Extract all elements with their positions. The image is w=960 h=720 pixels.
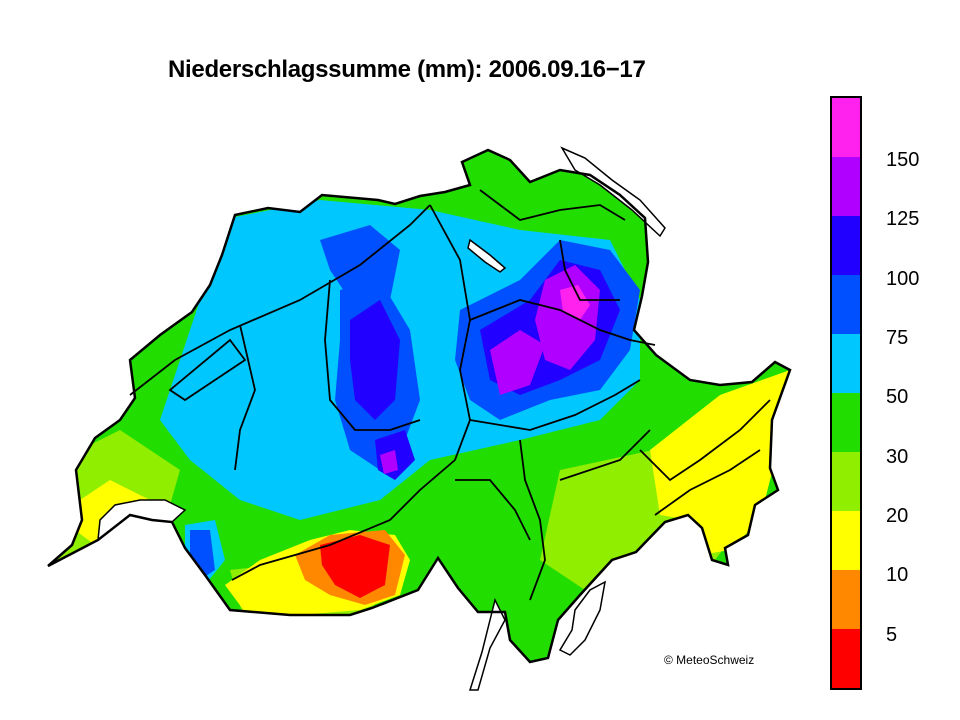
legend-label: 125: [886, 208, 920, 230]
legend-swatch: [832, 216, 860, 275]
legend-swatch: [832, 452, 860, 511]
lake-lugano: [558, 580, 607, 656]
map-title: Niederschlagssumme (mm): 2006.09.16−17: [168, 56, 646, 83]
legend-swatch: [832, 570, 860, 629]
legend-label: 150: [886, 149, 920, 171]
color-legend: [830, 96, 862, 690]
legend-swatch: [832, 393, 860, 452]
legend-label: 5: [886, 624, 898, 646]
lake-maggiore: [468, 597, 506, 691]
legend-label: 30: [886, 446, 909, 468]
lake-zurich: [467, 238, 507, 273]
legend-swatch: [832, 511, 860, 570]
copyright-credit: © MeteoSchweiz: [664, 653, 755, 667]
region-boundaries: [129, 189, 771, 601]
legend-label: 75: [886, 327, 909, 349]
legend-swatch: [832, 157, 860, 216]
legend-label: 10: [886, 564, 909, 586]
legend-label: 100: [886, 268, 920, 290]
legend-swatch: [832, 98, 860, 157]
legend-swatch: [832, 275, 860, 334]
legend-swatch: [832, 629, 860, 688]
legend-label: 50: [886, 386, 909, 408]
legend-swatch: [832, 334, 860, 393]
legend-label: 20: [886, 505, 909, 527]
